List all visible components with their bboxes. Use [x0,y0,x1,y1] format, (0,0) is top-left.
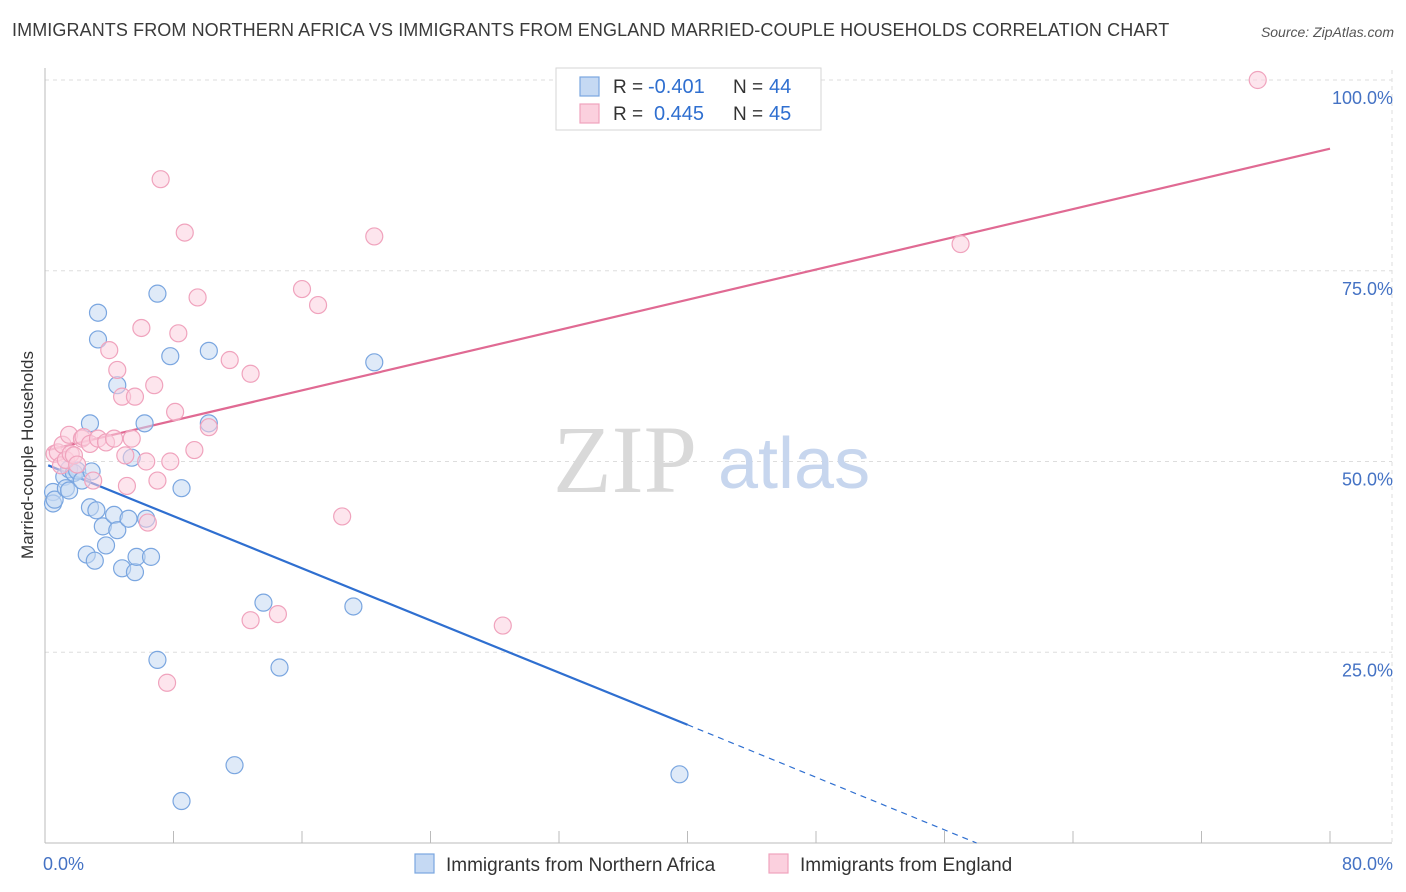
legend-swatch-england [579,103,600,124]
point-england [241,611,260,630]
point-northern-africa [199,341,218,360]
y-tick-label: 75.0% [1342,279,1393,299]
point-england [493,616,512,635]
point-england [137,452,156,471]
point-england [100,341,119,360]
point-northern-africa [225,756,244,775]
chart-title: IMMIGRANTS FROM NORTHERN AFRICA VS IMMIG… [12,20,1170,40]
x-tick-label: 80.0% [1342,854,1393,874]
point-england [188,288,207,307]
legend-r-value: -0.401 [648,76,705,98]
point-northern-africa [88,303,108,322]
bottom-legend-label-england: Immigrants from England [800,855,1012,876]
legend-box: R = -0.401 N = 44 R = 0.445 N = 45 [555,67,822,131]
point-england [122,429,141,448]
watermark-atlas: atlas [718,424,870,504]
point-northern-africa [59,481,79,500]
point-northern-africa [148,650,167,669]
point-northern-africa [148,284,167,303]
legend-swatch-northern-africa [579,76,600,97]
point-northern-africa [254,593,273,612]
point-england [268,604,288,624]
legend-frame [555,67,822,131]
bottom-legend: Immigrants from Northern Africa Immigran… [414,853,1012,876]
point-northern-africa [270,658,289,677]
point-england [138,513,157,532]
y-tick-label: 50.0% [1342,470,1393,490]
point-england [161,452,180,471]
y-tick-label: 100.0% [1332,88,1393,108]
bottom-legend-swatch-england [768,853,789,874]
point-northern-africa [172,791,191,811]
point-northern-africa [96,536,116,555]
watermark-zip: ZIP [553,406,697,513]
trend-line-england [47,147,1331,452]
point-england [292,279,312,299]
trend-lines [47,147,1331,844]
legend-n-label: N = [733,104,763,125]
point-northern-africa [670,765,689,784]
trend-line-northern-africa [47,464,688,726]
chart-source: Source: ZipAtlas.com [1260,24,1394,40]
point-northern-africa [125,563,145,582]
data-points [43,70,1267,811]
point-northern-africa [88,330,108,349]
point-england [175,223,194,242]
point-northern-africa [344,597,363,616]
point-england [132,318,151,338]
bottom-legend-swatch-northern-africa [414,853,435,874]
trend-line-northern-africa-extrapolated [687,724,977,844]
point-england [145,376,164,395]
legend-n-label: N = [733,77,763,98]
point-england [148,471,167,490]
point-northern-africa [172,479,191,498]
point-northern-africa [135,414,154,433]
point-england [199,418,218,437]
point-england [104,429,124,448]
point-england [185,440,204,460]
point-england [308,295,328,315]
point-northern-africa [45,490,64,509]
y-tick-label: 25.0% [1342,660,1393,680]
bottom-legend-label-northern-africa: Immigrants from Northern Africa [446,855,716,876]
point-england [241,364,260,383]
point-england [166,402,185,422]
point-northern-africa [87,501,106,520]
point-northern-africa [161,347,180,366]
point-england [169,324,188,343]
point-england [125,387,145,406]
legend-n-value: 45 [769,103,791,125]
point-northern-africa [85,551,104,570]
point-england [117,476,137,496]
point-england [365,227,384,246]
axes [44,68,1392,844]
point-england [1248,70,1267,90]
legend-n-value: 44 [769,76,791,98]
point-england [157,673,177,692]
point-england [108,360,127,380]
point-northern-africa [108,521,127,540]
point-northern-africa [365,353,384,372]
point-england [68,455,87,474]
legend-r-value: 0.445 [654,103,704,125]
point-northern-africa [141,547,161,566]
legend-r-label: R = [613,77,643,98]
point-northern-africa [119,509,138,528]
point-england [951,234,970,254]
legend-r-label: R = [613,104,643,125]
point-england [116,446,135,465]
x-tick-label: 0.0% [43,854,84,874]
watermark: ZIP atlas [553,406,870,513]
point-england [151,170,170,189]
y-tick-labels: 100.0% 75.0% 50.0% 25.0% [1332,88,1393,680]
x-tick-labels: 0.0% 80.0% [43,854,1393,874]
point-england [84,471,103,490]
point-england [333,507,352,526]
point-england [220,350,239,370]
